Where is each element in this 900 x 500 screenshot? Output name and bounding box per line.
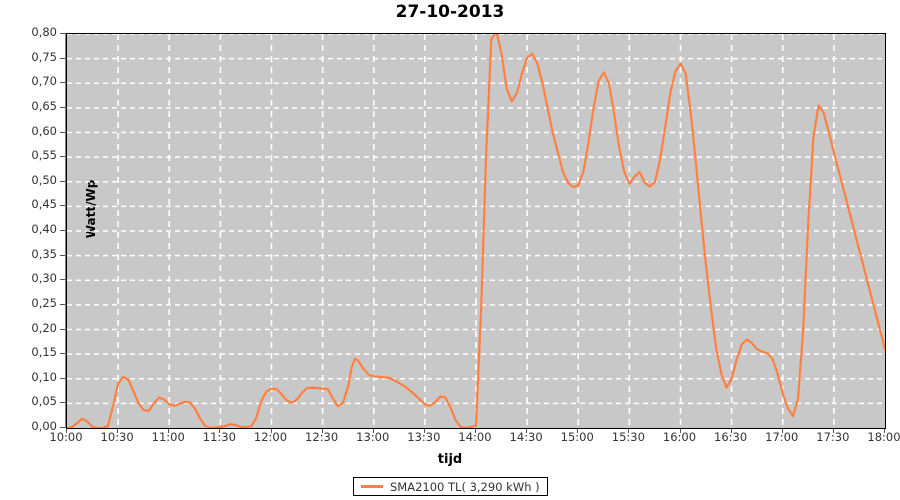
x-tick-mark [628,428,630,433]
y-tick-mark [60,131,65,133]
x-tick-label: 15:30 [611,430,645,444]
y-tick-mark [60,156,65,158]
y-tick-mark [60,279,65,281]
y-tick-label: 0,75 [31,49,57,64]
y-tick-label: 0,55 [31,148,57,163]
x-tick-mark [372,428,374,433]
y-tick-mark [60,328,65,330]
y-tick-label: 0,45 [31,197,57,212]
y-tick-mark [60,303,65,305]
x-tick-mark [270,428,272,433]
y-tick-label: 0,40 [31,222,57,236]
x-tick-label: 10:30 [100,430,134,444]
plot-area: Watt/Wp [66,33,886,429]
x-tick-label: 17:30 [816,430,850,444]
y-axis-line [65,33,66,428]
x-tick-label: 10:00 [49,430,83,444]
y-tick-mark [60,254,65,256]
x-tick-mark [832,428,834,433]
y-tick-label: 0,20 [31,320,57,335]
series-line-0 [67,34,885,428]
x-tick-label: 13:30 [407,430,441,444]
y-tick-mark [60,33,65,34]
y-tick-label: 0,65 [31,98,57,113]
x-tick-mark [168,428,170,433]
y-tick-mark [60,180,65,182]
y-tick-label: 0,15 [31,345,57,360]
x-tick-label: 16:00 [662,430,697,444]
legend-entry-label: SMA2100 TL( 3,290 kWh ) [390,479,540,494]
x-tick-mark [66,428,67,433]
y-tick-label: 0,25 [31,295,57,310]
x-tick-mark [117,428,119,433]
y-tick-label: 0,60 [31,123,57,138]
y-tick-mark [60,57,65,59]
y-tick-mark [60,377,65,379]
x-tick-mark [321,428,323,433]
data-plot [67,34,885,428]
x-tick-label: 16:30 [714,430,748,444]
x-tick-mark [526,428,528,433]
legend-swatch-icon [361,485,383,488]
x-tick-mark [423,428,425,433]
x-tick-label: 14:30 [509,430,543,444]
y-tick-label: 0,00 [31,419,57,433]
y-tick-mark [60,106,65,108]
x-tick-label: 12:30 [305,430,339,444]
gridlines [67,34,885,428]
y-tick-mark [60,427,65,428]
y-tick-label: 0,35 [31,246,57,261]
x-tick-label: 12:00 [253,430,288,444]
y-tick-label: 0,10 [31,369,57,384]
chart-title: 27-10-2013 [395,2,505,22]
x-axis-label: tijd [437,452,463,467]
y-tick-mark [60,205,65,207]
y-tick-mark [60,230,65,231]
x-tick-mark [219,428,221,433]
y-tick-mark [60,82,65,84]
y-tick-mark [60,402,65,404]
x-tick-label: 13:00 [356,430,390,444]
x-tick-label: 11:30 [202,430,236,444]
y-tick-label: 0,30 [31,271,57,286]
x-tick-mark [475,428,476,433]
y-tick-label: 0,70 [31,74,57,89]
chart-legend[interactable]: SMA2100 TL( 3,290 kWh ) [353,477,548,496]
x-tick-mark [781,428,783,433]
x-tick-label: 17:00 [765,430,799,444]
x-tick-mark [730,428,732,433]
y-tick-mark [60,353,65,355]
y-tick-label: 0,80 [31,25,57,39]
x-tick-label: 15:00 [560,430,594,444]
y-tick-label: 0,05 [31,394,57,409]
x-tick-label: 18:00 [867,430,900,444]
x-tick-mark [884,428,885,433]
x-tick-label: 14:00 [458,430,492,444]
y-tick-label: 0,50 [31,172,57,187]
x-tick-label: 11:00 [151,430,185,444]
x-tick-mark [577,428,579,433]
x-tick-mark [679,428,681,433]
series-lines [67,34,885,428]
